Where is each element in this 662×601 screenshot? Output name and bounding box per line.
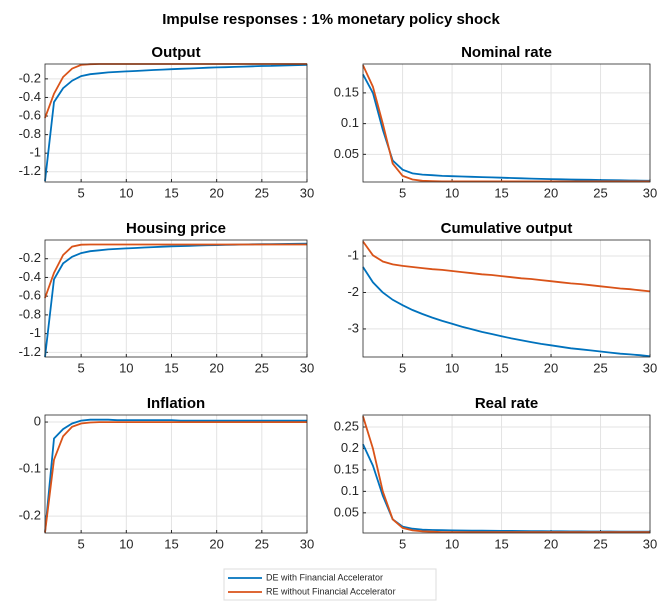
x-tick-label: 20 — [209, 536, 223, 551]
legend-box — [223, 568, 437, 601]
x-tick-label: 5 — [78, 360, 85, 375]
series-line — [44, 243, 307, 299]
x-tick-label: 15 — [494, 360, 508, 375]
y-tick-label: 0.05 — [334, 146, 359, 161]
y-tick-label: -1 — [29, 325, 41, 340]
x-tick-label: 30 — [643, 360, 657, 375]
series-line — [362, 73, 651, 182]
y-tick-label: -2 — [347, 284, 359, 299]
subplot-title: Inflation — [147, 395, 205, 412]
x-tick-label: 30 — [300, 536, 314, 551]
axes-box — [44, 414, 308, 534]
y-tick-label: -1.2 — [19, 344, 41, 359]
x-tick-label: 30 — [300, 360, 314, 375]
x-tick-label: 5 — [399, 185, 406, 200]
y-tick-label: -3 — [347, 320, 359, 335]
subplot-title: Real rate — [475, 395, 538, 412]
x-tick-label: 20 — [544, 360, 558, 375]
axes-box — [44, 239, 308, 358]
legend-label: DE with Financial Accelerator — [266, 572, 383, 582]
x-tick-label: 30 — [643, 536, 657, 551]
y-tick-label: -0.1 — [19, 461, 41, 476]
x-tick-label: 15 — [164, 360, 178, 375]
series-line — [44, 418, 307, 533]
x-tick-label: 25 — [255, 536, 269, 551]
y-tick-label: -0.4 — [19, 89, 41, 104]
x-tick-label: 10 — [445, 360, 459, 375]
y-tick-label: 0.2 — [341, 440, 359, 455]
y-tick-label: -0.8 — [19, 306, 41, 321]
x-tick-label: 20 — [209, 185, 223, 200]
y-tick-label: -0.6 — [19, 107, 41, 122]
x-tick-label: 10 — [119, 536, 133, 551]
x-tick-label: 10 — [445, 185, 459, 200]
subplot-title: Nominal rate — [461, 44, 552, 61]
x-tick-label: 10 — [119, 185, 133, 200]
y-tick-label: -0.8 — [19, 126, 41, 141]
x-tick-label: 10 — [445, 536, 459, 551]
x-tick-label: 5 — [78, 185, 85, 200]
x-tick-label: 15 — [164, 536, 178, 551]
subplot-title: Output — [151, 44, 200, 61]
x-tick-label: 5 — [399, 536, 406, 551]
y-tick-label: -0.2 — [19, 70, 41, 85]
plot-area — [45, 240, 307, 357]
y-tick-label: 0.15 — [334, 84, 359, 99]
x-tick-label: 5 — [78, 536, 85, 551]
y-tick-label: -1 — [347, 247, 359, 262]
series-line — [44, 64, 308, 182]
axes-box — [44, 63, 308, 183]
y-tick-label: 0.1 — [341, 483, 359, 498]
axes-box — [362, 414, 651, 534]
y-tick-label: -1.2 — [19, 163, 41, 178]
x-tick-label: 15 — [164, 185, 178, 200]
axes-box — [362, 63, 651, 183]
x-tick-label: 20 — [544, 536, 558, 551]
x-tick-label: 25 — [255, 185, 269, 200]
x-tick-label: 5 — [399, 360, 406, 375]
subplot-title: Cumulative output — [441, 220, 573, 237]
y-tick-label: 0.15 — [334, 461, 359, 476]
x-tick-label: 25 — [593, 360, 607, 375]
plot-area — [363, 240, 650, 357]
figure-title: Impulse responses : 1% monetary policy s… — [162, 11, 500, 28]
subplot-title: Housing price — [126, 220, 226, 237]
y-tick-label: -1 — [29, 145, 41, 160]
x-tick-label: 30 — [643, 185, 657, 200]
plot-area — [363, 64, 650, 182]
x-tick-label: 15 — [494, 185, 508, 200]
axes-box — [362, 239, 651, 358]
plot-area — [45, 64, 307, 182]
y-tick-label: 0.1 — [341, 115, 359, 130]
series-line — [362, 266, 651, 358]
y-tick-label: -0.6 — [19, 288, 41, 303]
x-tick-label: 10 — [119, 360, 133, 375]
x-tick-label: 20 — [544, 185, 558, 200]
x-tick-label: 20 — [209, 360, 223, 375]
plot-area — [45, 415, 307, 533]
y-tick-label: -0.2 — [19, 250, 41, 265]
y-tick-label: -0.2 — [19, 508, 41, 523]
x-tick-label: 25 — [593, 536, 607, 551]
y-tick-label: 0 — [34, 413, 41, 428]
series-line — [362, 240, 651, 293]
y-tick-label: 0.05 — [334, 504, 359, 519]
x-tick-label: 25 — [255, 360, 269, 375]
y-tick-label: 0.25 — [334, 418, 359, 433]
x-tick-label: 25 — [593, 185, 607, 200]
y-tick-label: -0.4 — [19, 269, 41, 284]
x-tick-label: 15 — [494, 536, 508, 551]
series-line — [362, 64, 650, 183]
series-line — [44, 421, 307, 533]
plot-area — [363, 415, 650, 533]
legend-label: RE without Financial Accelerator — [266, 586, 396, 596]
x-tick-label: 30 — [300, 185, 314, 200]
series-line — [362, 416, 650, 533]
